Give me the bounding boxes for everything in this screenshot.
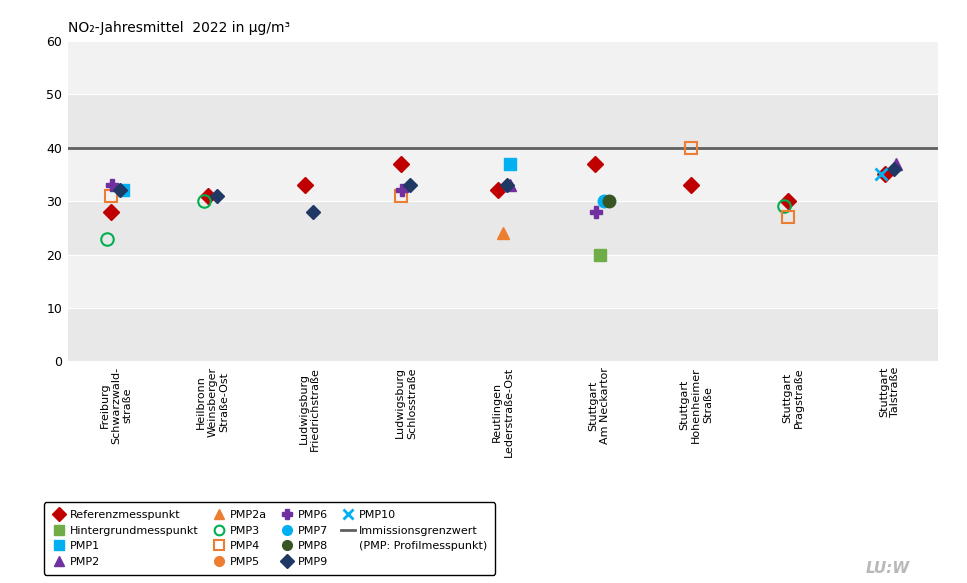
Legend: Referenzmesspunkt, Hintergrundmesspunkt, PMP1, PMP2, PMP2a, PMP3, PMP4, PMP5, PM: Referenzmesspunkt, Hintergrundmesspunkt,…	[44, 503, 495, 574]
Bar	[68, 41, 938, 94]
Bar	[68, 201, 938, 255]
Text: NO₂-Jahresmittel  2022 in μg/m³: NO₂-Jahresmittel 2022 in μg/m³	[68, 22, 290, 36]
Bar	[68, 147, 938, 201]
Bar	[68, 94, 938, 147]
Text: LU:W: LU:W	[865, 561, 910, 576]
Bar	[68, 255, 938, 308]
Bar	[68, 308, 938, 361]
